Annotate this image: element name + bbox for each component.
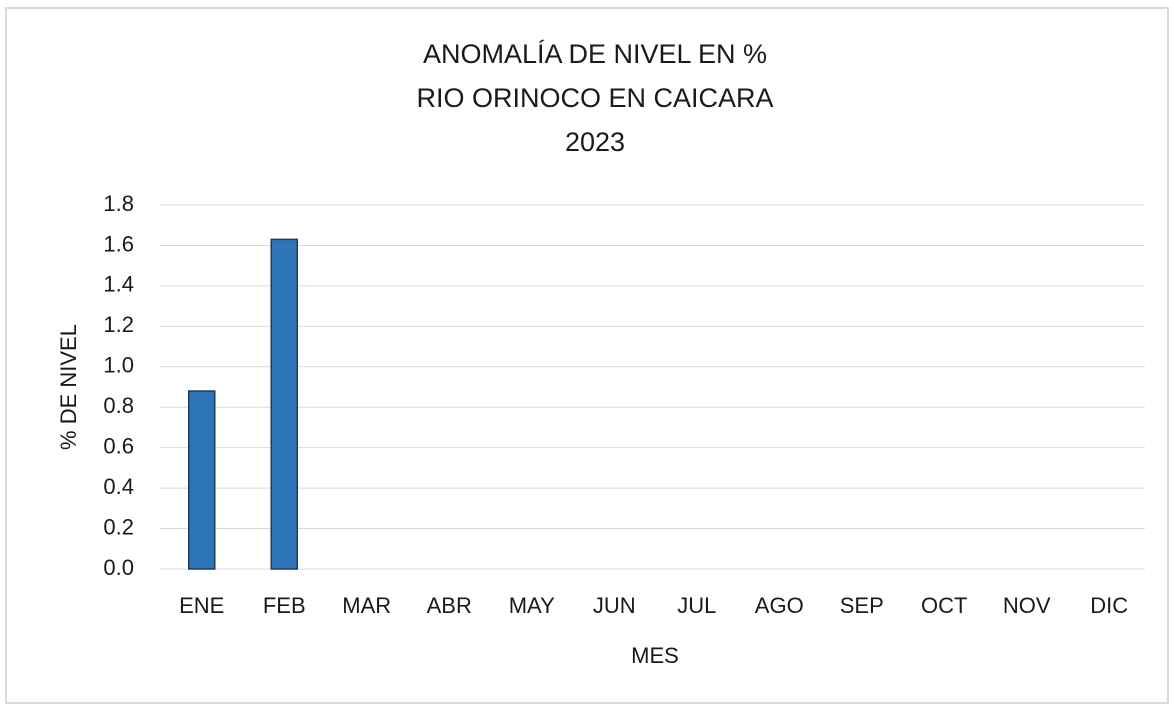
x-tick-label: OCT bbox=[921, 593, 967, 618]
y-tick-label: 1.8 bbox=[103, 191, 134, 216]
chart-frame bbox=[5, 7, 1169, 704]
bar bbox=[188, 390, 216, 570]
chart-title: 2023 bbox=[565, 127, 625, 157]
x-tick-label: NOV bbox=[1003, 593, 1051, 618]
x-tick-label: FEB bbox=[263, 593, 306, 618]
x-tick-label: AGO bbox=[755, 593, 804, 618]
x-tick-label: JUN bbox=[593, 593, 636, 618]
x-tick-label: JUL bbox=[677, 593, 716, 618]
y-axis-label: % DE NIVEL bbox=[56, 324, 81, 450]
y-tick-label: 1.4 bbox=[103, 272, 134, 297]
y-tick-label: 0.8 bbox=[103, 393, 134, 418]
y-tick-label: 1.6 bbox=[103, 231, 134, 256]
chart-title: ANOMALÍA DE NIVEL EN % bbox=[423, 39, 767, 69]
x-tick-label: DIC bbox=[1090, 593, 1128, 618]
y-tick-label: 0.6 bbox=[103, 433, 134, 458]
x-tick-label: SEP bbox=[840, 593, 884, 618]
x-tick-label: MAR bbox=[342, 593, 391, 618]
x-tick-label: MAY bbox=[509, 593, 555, 618]
y-tick-label: 0.2 bbox=[103, 514, 134, 539]
x-axis-label: MES bbox=[631, 643, 679, 668]
y-tick-label: 0.4 bbox=[103, 474, 134, 499]
x-tick-label: ABR bbox=[427, 593, 472, 618]
y-tick-label: 1.2 bbox=[103, 312, 134, 337]
bar bbox=[270, 238, 298, 570]
y-tick-label: 1.0 bbox=[103, 353, 134, 378]
chart-title: RIO ORINOCO EN CAICARA bbox=[416, 83, 773, 113]
y-tick-label: 0.0 bbox=[103, 555, 134, 580]
x-tick-label: ENE bbox=[179, 593, 224, 618]
